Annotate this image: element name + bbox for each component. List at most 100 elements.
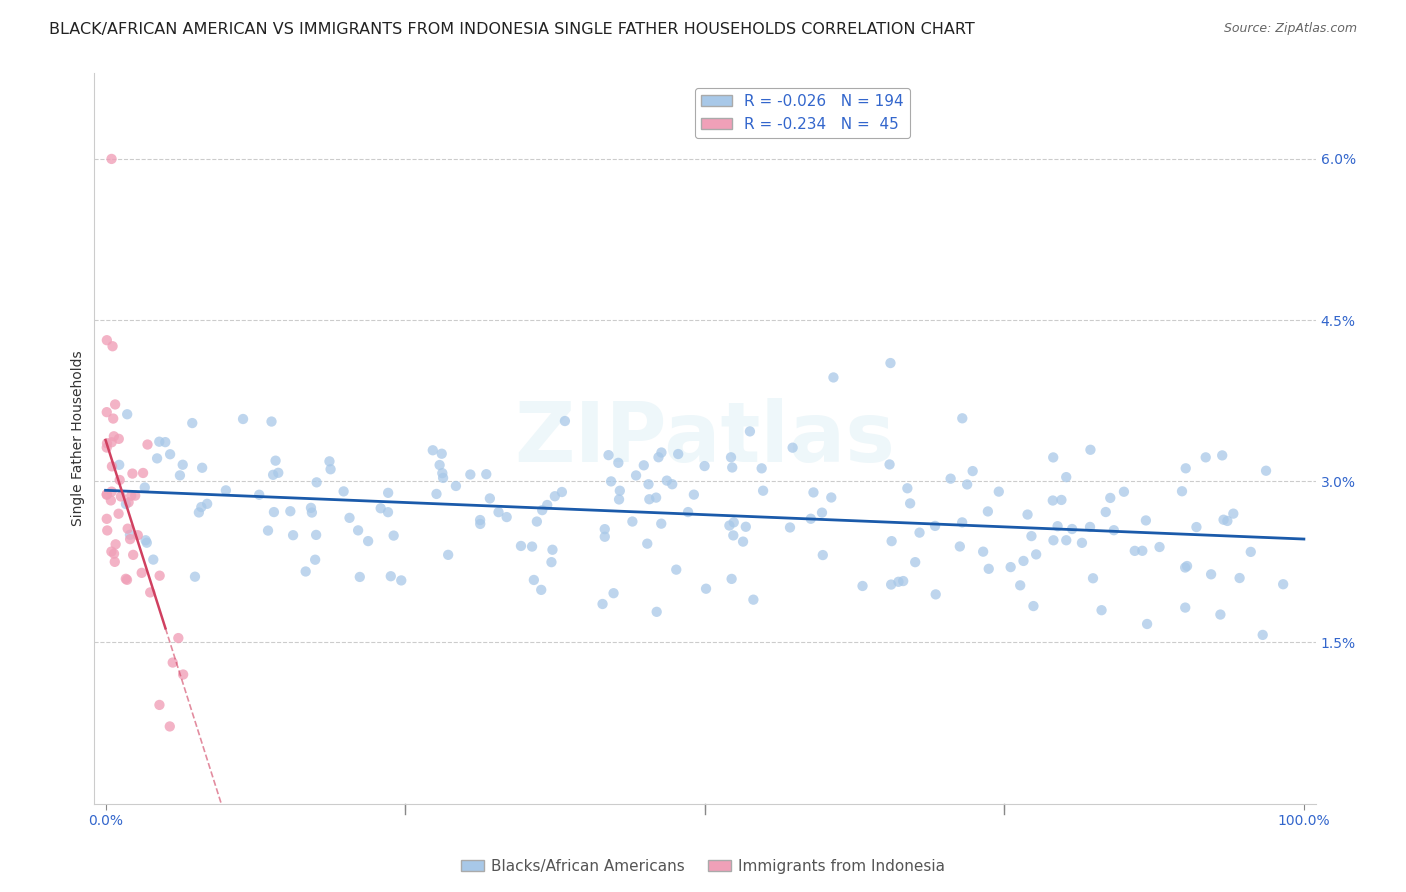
Point (811, 548, 834, 562)
Point (429, 458, 451, 472)
Text: Source: ZipAtlas.com: Source: ZipAtlas.com (1223, 22, 1357, 36)
Point (598, 448, 620, 462)
Point (731, 534, 754, 549)
Point (432, 471, 454, 485)
Point (1174, 461, 1197, 475)
Point (720, 450, 742, 465)
Point (734, 520, 756, 534)
Point (124, 489, 146, 503)
Point (488, 505, 510, 519)
Point (135, 533, 157, 548)
Point (645, 605, 668, 619)
Point (544, 489, 567, 503)
Point (103, 411, 125, 425)
Point (332, 484, 354, 499)
Point (1042, 450, 1064, 465)
Point (925, 587, 948, 601)
Point (1211, 449, 1233, 463)
Point (1229, 571, 1251, 585)
Point (1222, 507, 1244, 521)
Point (96, 512, 118, 526)
Point (107, 432, 129, 446)
Point (1042, 493, 1064, 508)
Point (301, 506, 323, 520)
Point (751, 461, 773, 475)
Point (122, 548, 145, 562)
Point (1080, 442, 1102, 457)
Point (1099, 491, 1122, 505)
Point (1000, 560, 1022, 574)
Y-axis label: Single Father Households: Single Father Households (72, 351, 86, 526)
Point (1174, 600, 1197, 615)
Point (146, 451, 169, 466)
Point (1149, 540, 1171, 554)
Point (184, 570, 207, 584)
Point (1078, 520, 1101, 534)
Point (172, 458, 194, 472)
Point (924, 519, 946, 533)
Point (896, 481, 918, 495)
Point (1090, 603, 1112, 617)
Point (377, 505, 399, 519)
Point (820, 491, 842, 505)
Point (1062, 522, 1084, 536)
Point (607, 492, 630, 507)
Point (468, 513, 491, 527)
Point (121, 467, 143, 481)
Point (257, 524, 280, 538)
Point (96, 436, 118, 450)
Point (1209, 607, 1232, 622)
Point (510, 539, 533, 553)
Point (132, 466, 155, 480)
Point (96, 405, 118, 419)
Point (879, 356, 901, 370)
Point (602, 586, 624, 600)
Point (977, 504, 1000, 518)
Point (349, 570, 371, 584)
Point (134, 480, 156, 494)
Point (1081, 571, 1104, 585)
Point (114, 572, 136, 586)
Point (470, 516, 492, 531)
Point (444, 479, 467, 493)
Point (939, 472, 962, 486)
Point (738, 425, 761, 439)
Point (100, 152, 122, 166)
Point (880, 534, 903, 549)
Point (530, 582, 553, 597)
Point (148, 698, 170, 712)
Point (592, 597, 614, 611)
Point (600, 475, 623, 489)
Point (1050, 492, 1073, 507)
Point (139, 585, 162, 599)
Point (127, 528, 149, 542)
Legend: Blacks/African Americans, Immigrants from Indonesia: Blacks/African Americans, Immigrants fro… (454, 853, 952, 880)
Point (851, 579, 873, 593)
Point (526, 515, 548, 529)
Point (1212, 513, 1234, 527)
Point (693, 458, 716, 473)
Point (430, 447, 453, 461)
Point (1021, 529, 1043, 543)
Point (650, 445, 672, 459)
Point (1174, 560, 1197, 574)
Point (1054, 533, 1077, 548)
Point (149, 568, 172, 582)
Point (115, 497, 138, 511)
Point (267, 466, 290, 480)
Point (377, 486, 399, 500)
Point (148, 434, 170, 449)
Point (666, 447, 689, 461)
Point (1123, 544, 1146, 558)
Point (96, 488, 118, 502)
Point (305, 528, 328, 542)
Point (103, 547, 125, 561)
Point (723, 516, 745, 530)
Point (167, 631, 190, 645)
Point (280, 504, 302, 518)
Point (904, 555, 927, 569)
Point (949, 540, 972, 554)
Point (190, 500, 212, 514)
Point (425, 487, 447, 501)
Point (1071, 536, 1094, 550)
